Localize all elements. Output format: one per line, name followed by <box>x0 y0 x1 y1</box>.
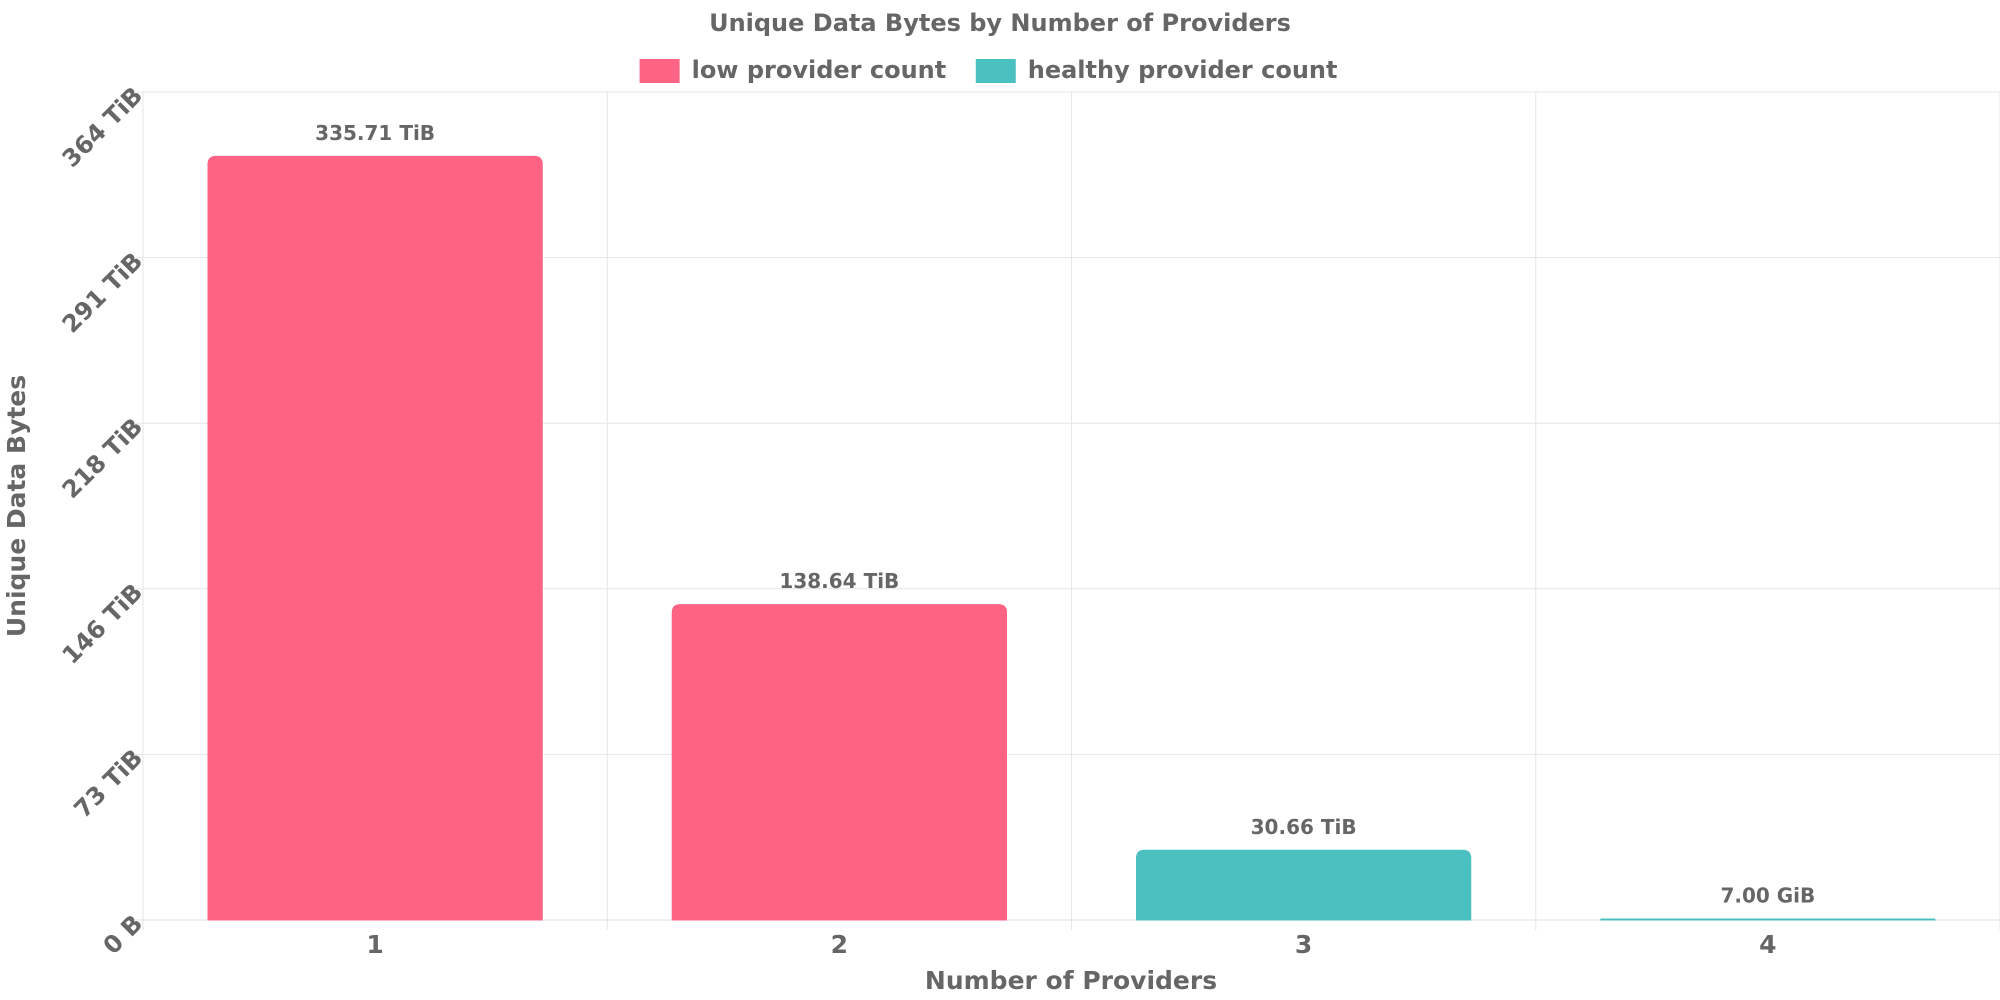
y-tick-label: 146 TiB <box>57 578 148 669</box>
y-tick-label: 364 TiB <box>57 81 148 172</box>
bar-value-label: 138.64 TiB <box>779 569 899 593</box>
bar-value-label: 7.00 GiB <box>1720 884 1815 908</box>
bar[interactable] <box>1135 849 1472 921</box>
y-tick-label: 218 TiB <box>57 413 148 504</box>
y-tick-label: 291 TiB <box>57 247 148 338</box>
legend[interactable]: low provider count healthy provider count <box>639 56 1338 84</box>
y-axis-title: Unique Data Bytes <box>2 375 31 637</box>
x-tick-label: 1 <box>366 930 383 959</box>
x-tick-label: 3 <box>1295 930 1312 959</box>
y-tick-label: 0 B <box>98 909 148 959</box>
legend-swatch <box>639 59 680 83</box>
legend-label: low provider count <box>692 56 947 84</box>
legend-label: healthy provider count <box>1028 56 1338 84</box>
legend-item[interactable]: low provider count <box>639 56 947 84</box>
chart-title: Unique Data Bytes by Number of Providers <box>709 9 1291 37</box>
x-tick-label: 4 <box>1759 930 1776 959</box>
value-labels: 335.71 TiB 138.64 TiB 30.66 TiB 7.00 GiB <box>315 121 1815 908</box>
bar[interactable] <box>1600 918 1936 921</box>
bar-value-label: 30.66 TiB <box>1251 815 1357 839</box>
bar[interactable] <box>207 155 543 921</box>
x-axis-title: Number of Providers <box>925 966 1217 995</box>
bar[interactable] <box>671 604 1008 921</box>
x-tick-label: 2 <box>831 930 848 959</box>
y-tick-label: 73 TiB <box>69 744 149 824</box>
bars <box>207 155 1936 921</box>
legend-item[interactable]: healthy provider count <box>975 56 1338 84</box>
legend-swatch <box>975 59 1016 83</box>
bar-value-label: 335.71 TiB <box>315 121 435 145</box>
